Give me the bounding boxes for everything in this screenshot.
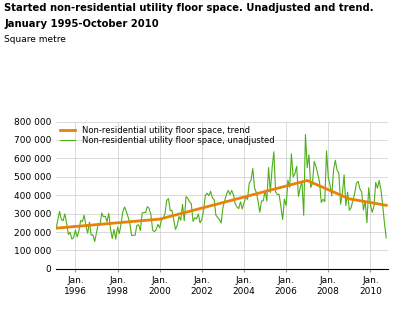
Non-residential utility floor space, unadjusted xyxy=(148,213,153,217)
Non-residential utility floor space, trend xyxy=(219,201,224,205)
Text: Started non-residential utility floor space. Unadjusted and trend.: Started non-residential utility floor sp… xyxy=(4,3,374,13)
Non-residential utility floor space, trend xyxy=(305,179,310,182)
Non-residential utility floor space, trend xyxy=(52,227,57,230)
Non-residential utility floor space, unadjusted xyxy=(220,206,225,210)
Non-residential utility floor space, trend xyxy=(129,220,134,223)
Line: Non-residential utility floor space, unadjusted: Non-residential utility floor space, una… xyxy=(54,134,386,242)
Text: January 1995-October 2010: January 1995-October 2010 xyxy=(4,19,159,29)
Non-residential utility floor space, unadjusted xyxy=(131,233,136,237)
Non-residential utility floor space, trend xyxy=(384,204,389,207)
Non-residential utility floor space, unadjusted xyxy=(205,191,210,195)
Text: Square metre: Square metre xyxy=(4,35,66,44)
Non-residential utility floor space, trend xyxy=(152,218,157,221)
Non-residential utility floor space, unadjusted xyxy=(52,228,57,232)
Non-residential utility floor space, trend xyxy=(87,223,92,227)
Non-residential utility floor space, unadjusted xyxy=(87,220,92,224)
Non-residential utility floor space, trend xyxy=(203,205,208,209)
Non-residential utility floor space, trend xyxy=(147,218,152,222)
Legend: Non-residential utility floor space, trend, Non-residential utility floor space,: Non-residential utility floor space, tre… xyxy=(60,126,274,145)
Non-residential utility floor space, unadjusted xyxy=(384,236,389,240)
Non-residential utility floor space, unadjusted xyxy=(154,228,158,232)
Line: Non-residential utility floor space, trend: Non-residential utility floor space, tre… xyxy=(54,180,386,228)
Non-residential utility floor space, unadjusted xyxy=(303,132,308,136)
Non-residential utility floor space, unadjusted xyxy=(92,240,97,244)
